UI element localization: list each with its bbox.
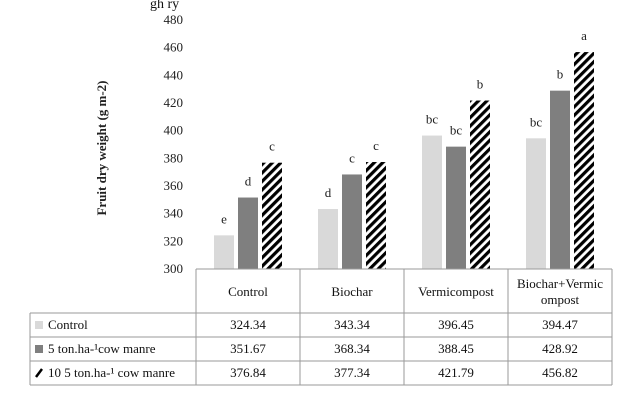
legend-label-3: 10 5 ton.ha-¹ cow manre <box>48 365 175 380</box>
table-cell: 324.34 <box>230 317 266 332</box>
significance-letter: d <box>325 185 332 200</box>
significance-letter: a <box>581 28 587 43</box>
category-label: ompost <box>541 292 580 307</box>
table-cell: 428.92 <box>542 341 578 356</box>
significance-letter: bc <box>530 114 543 129</box>
legend-key-3 <box>35 368 43 378</box>
y-tick-label: 460 <box>164 40 184 55</box>
table-cell: 394.47 <box>542 317 578 332</box>
bar-2-3 <box>446 146 466 269</box>
y-tick-label: 340 <box>164 206 184 221</box>
bar-2-1 <box>238 197 258 269</box>
category-label: Biochar <box>331 284 373 299</box>
category-label: Biochar+Vermic <box>517 276 603 291</box>
legend-label-2: 5 ton.ha-¹cow manre <box>48 341 156 356</box>
bar-2-2 <box>342 174 362 269</box>
table-cell: 388.45 <box>438 341 474 356</box>
bar-1-4 <box>526 138 546 269</box>
significance-letter: d <box>245 174 252 189</box>
bar-3-3 <box>470 100 490 269</box>
legend-key-2 <box>35 345 43 353</box>
category-label: Control <box>228 284 268 299</box>
significance-letter: c <box>269 139 275 154</box>
y-tick-label: 360 <box>164 178 184 193</box>
y-tick-label: 400 <box>164 123 184 138</box>
significance-letter: b <box>477 77 484 92</box>
table-cell: 377.34 <box>334 365 370 380</box>
bar-1-1 <box>214 235 234 269</box>
y-tick-label: 440 <box>164 67 184 82</box>
significance-letter: c <box>373 138 379 153</box>
significance-letter: c <box>349 150 355 165</box>
table-cell: 368.34 <box>334 341 370 356</box>
significance-letter: bc <box>426 112 439 127</box>
significance-letter: b <box>557 67 564 82</box>
table-cell: 396.45 <box>438 317 474 332</box>
table-cell: 421.79 <box>438 365 474 380</box>
legend-key-1 <box>35 321 43 329</box>
table-cell: 456.82 <box>542 365 578 380</box>
bar-3-1 <box>262 162 282 269</box>
bar-3-4 <box>574 52 594 269</box>
bar-1-3 <box>422 135 442 269</box>
significance-letter: bc <box>450 123 463 138</box>
significance-letter: e <box>221 211 227 226</box>
bar-3-2 <box>366 162 386 269</box>
bar-1-2 <box>318 209 338 269</box>
legend-label-1: Control <box>48 317 88 332</box>
bar-2-4 <box>550 90 570 269</box>
table-cell: 351.67 <box>230 341 266 356</box>
category-label: Vermicompost <box>418 284 494 299</box>
y-axis-label: Fruit dry weight (g m-2) <box>94 80 109 215</box>
y-tick-label: 300 <box>164 261 184 276</box>
y-tick-label: 320 <box>164 233 184 248</box>
y-tick-label: 420 <box>164 95 184 110</box>
table-cell: 376.84 <box>230 365 266 380</box>
y-tick-label: 480 <box>164 12 184 27</box>
table-cell: 343.34 <box>334 317 370 332</box>
top-caption: gh ry <box>150 0 179 12</box>
y-tick-label: 380 <box>164 150 184 165</box>
